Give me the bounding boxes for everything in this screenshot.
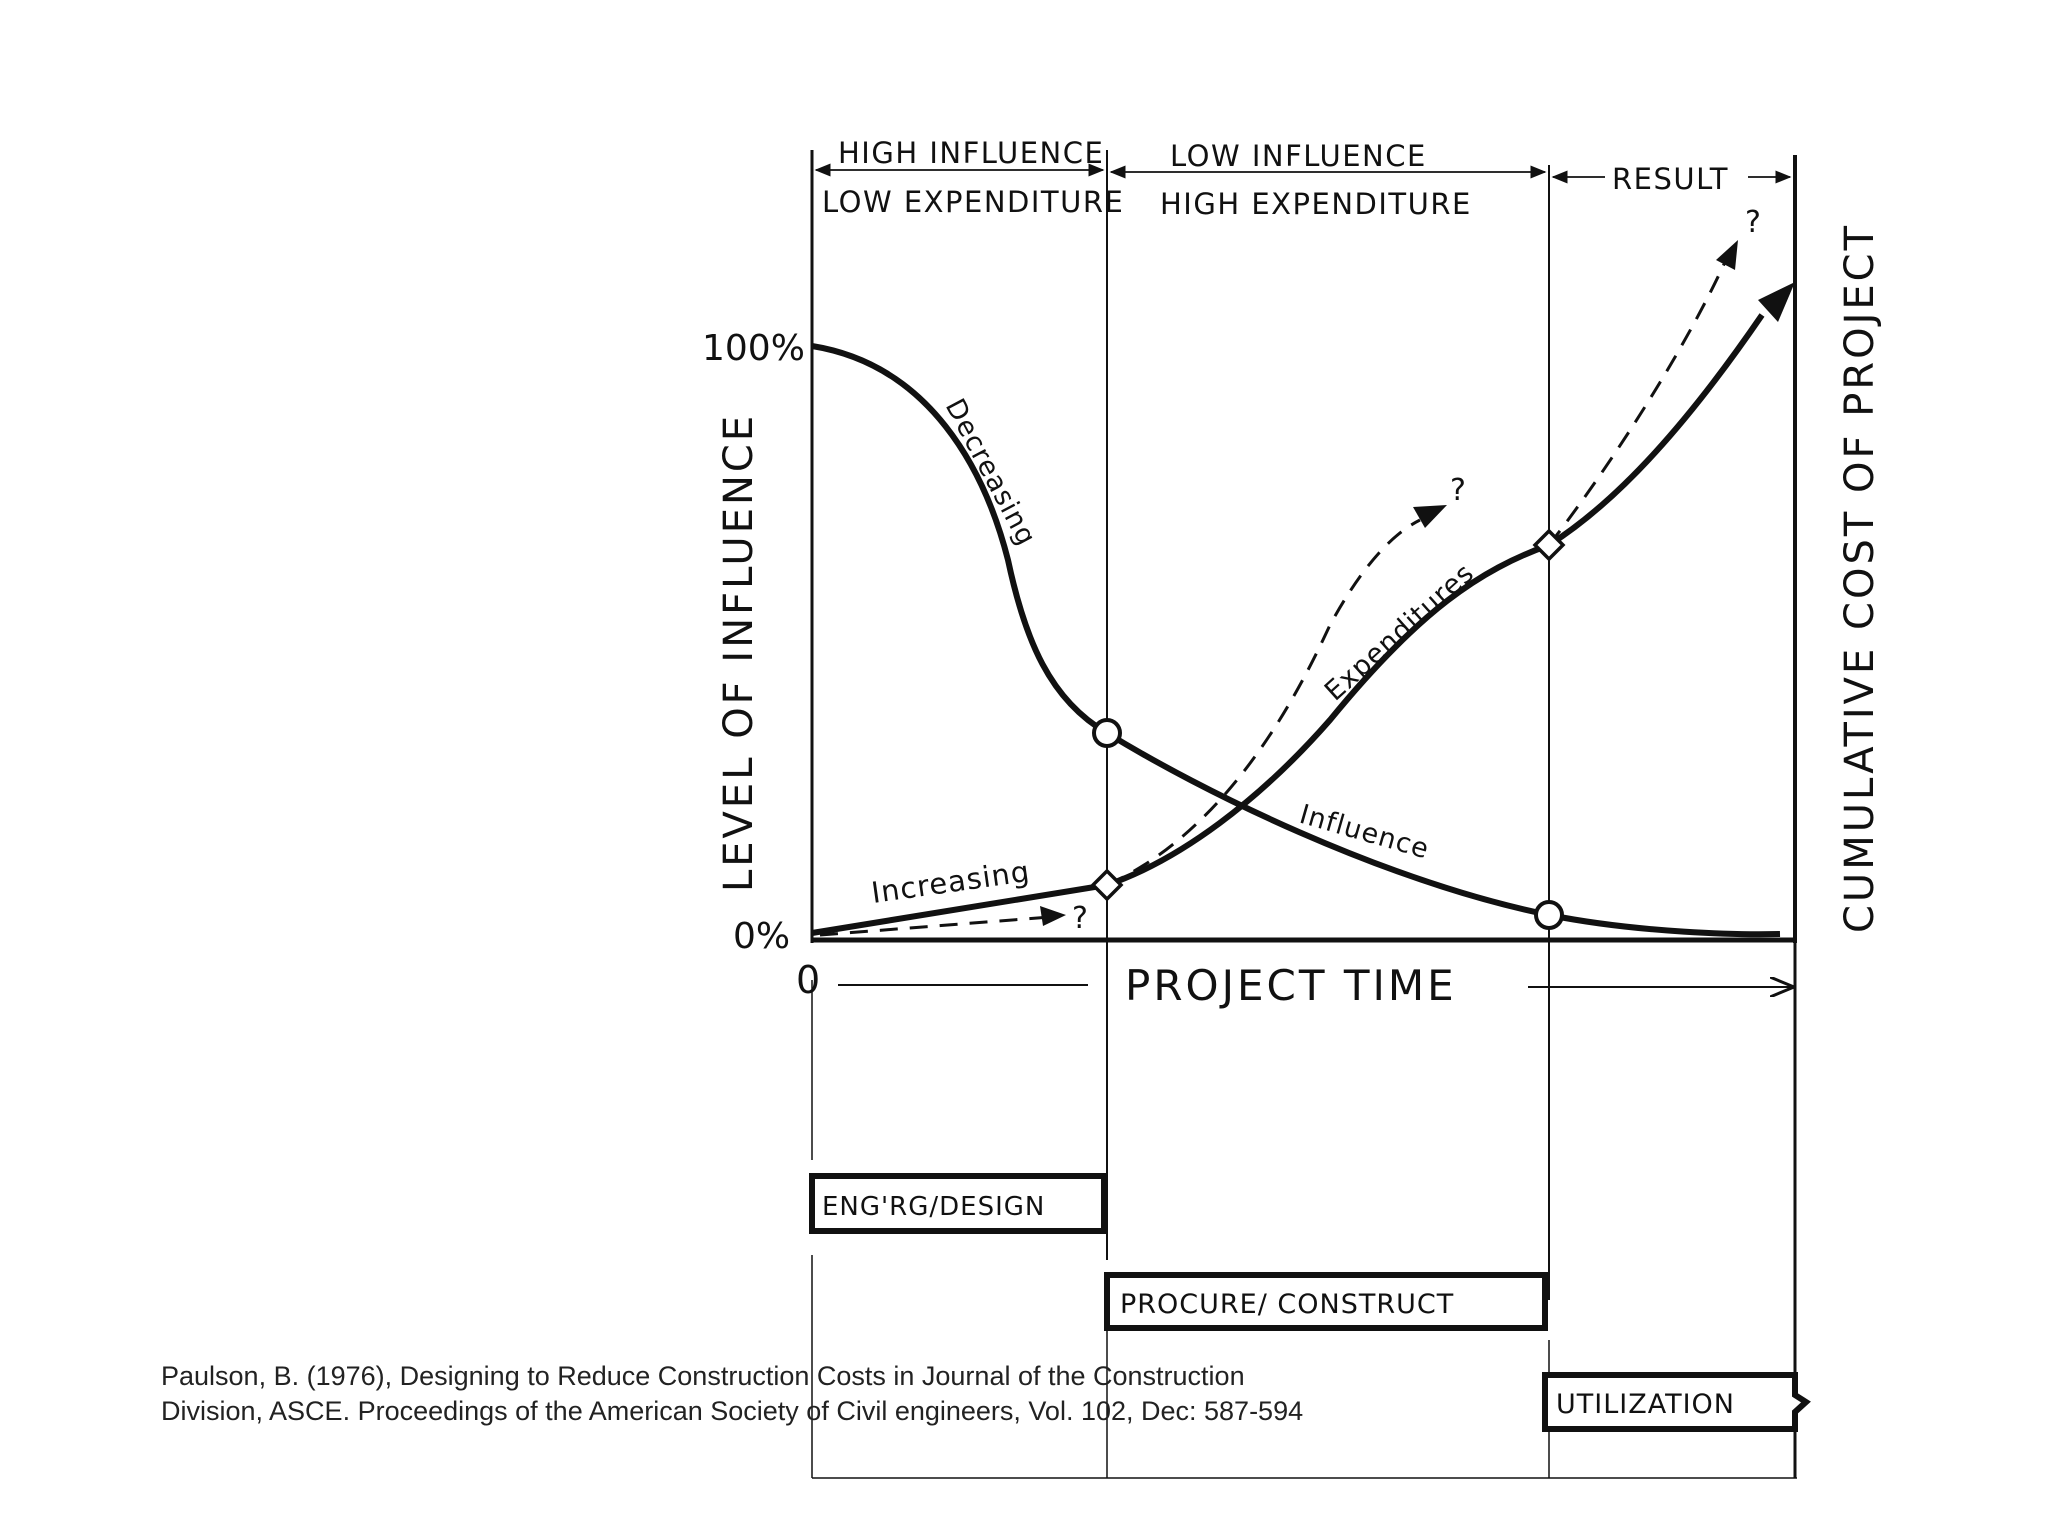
tick-100-percent: 100% [702, 328, 805, 369]
stage-design: ENG'RG/DESIGN [809, 1173, 1107, 1234]
expenditure-curve [811, 313, 1765, 936]
influence-node-1 [1092, 718, 1122, 748]
left-axis-label: LEVEL OF INFLUENCE [716, 413, 762, 892]
stage-construct: PROCURE/ CONSTRUCT [1104, 1272, 1548, 1331]
phase3-label: RESULT [1612, 162, 1729, 196]
stage-utilization-label: UTILIZATION [1556, 1389, 1735, 1420]
stage-construct-box [1104, 1272, 1548, 1331]
question-mark-early: ? [1072, 901, 1088, 936]
label-decreasing: Decreasing [939, 394, 1042, 551]
origin-label: 0 [796, 958, 820, 1002]
question-mark-late: ? [1745, 205, 1761, 240]
right-axis-label: CUMULATIVE COST OF PROJECT [1837, 223, 1883, 933]
phase-header-arrows [814, 163, 1792, 184]
phase2-line1: LOW INFLUENCE [1170, 139, 1427, 173]
label-expenditures: Expenditures [1319, 557, 1481, 707]
question-mark-mid: ? [1450, 473, 1466, 508]
expenditure-node-1 [1090, 868, 1124, 902]
dashed-late-arrowhead [1716, 240, 1738, 270]
tick-0-percent: 0% [733, 916, 790, 957]
stage-design-box [809, 1173, 1107, 1234]
citation-line-1: Paulson, B. (1976), Designing to Reduce … [161, 1361, 1245, 1391]
citation: Paulson, B. (1976), Designing to Reduce … [161, 1359, 1461, 1429]
label-influence: Influence [1296, 799, 1433, 866]
expenditure-node-2 [1532, 528, 1566, 562]
stage-utilization-box [1542, 1372, 1811, 1432]
stage-construct-label: PROCURE/ CONSTRUCT [1120, 1289, 1454, 1320]
citation-line-2: Division, ASCE. Proceedings of the Ameri… [161, 1396, 1304, 1426]
dashed-mid [1106, 518, 1421, 887]
phase2-line2: HIGH EXPENDITURE [1160, 187, 1472, 221]
dashed-early [819, 915, 1051, 937]
phase1-line2: LOW EXPENDITURE [822, 185, 1124, 219]
expenditure-arrowhead [1758, 282, 1795, 322]
phase1-line1: HIGH INFLUENCE [838, 136, 1104, 170]
influence-curve [811, 343, 1781, 938]
stage-design-label: ENG'RG/DESIGN [822, 1192, 1045, 1222]
phase-headers: HIGH INFLUENCE LOW EXPENDITURE LOW INFLU… [822, 136, 1729, 221]
dashed-late [1547, 261, 1727, 546]
x-axis-label: PROJECT TIME [1125, 961, 1457, 1010]
dashed-projections [819, 261, 1727, 937]
stage-utilization: UTILIZATION [1542, 1372, 1811, 1432]
dashed-early-arrowhead [1040, 906, 1066, 926]
influence-node-2 [1534, 900, 1564, 930]
dashed-mid-arrowhead [1413, 505, 1447, 528]
